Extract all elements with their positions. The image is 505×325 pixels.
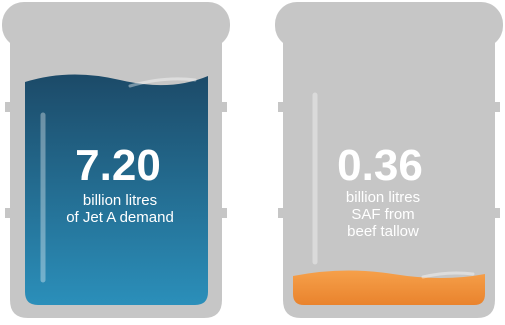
highlight [128, 77, 197, 88]
label-line: SAF from [351, 206, 414, 223]
barrel-body [278, 30, 500, 318]
label-line: beef tallow [347, 223, 419, 240]
label-line: billion litres [346, 189, 420, 206]
barrel: 0.36 billion litres SAF from beef tallow [275, 2, 503, 318]
fill-level [25, 74, 208, 305]
highlight [421, 271, 475, 279]
label-line: billion litres [83, 192, 157, 209]
label-line: of Jet A demand [66, 209, 174, 226]
value: 0.36 [337, 141, 423, 190]
value: 7.20 [75, 141, 161, 190]
fill-level [293, 270, 485, 305]
barrel: 7.20 billion litres of Jet A demand [2, 2, 230, 318]
